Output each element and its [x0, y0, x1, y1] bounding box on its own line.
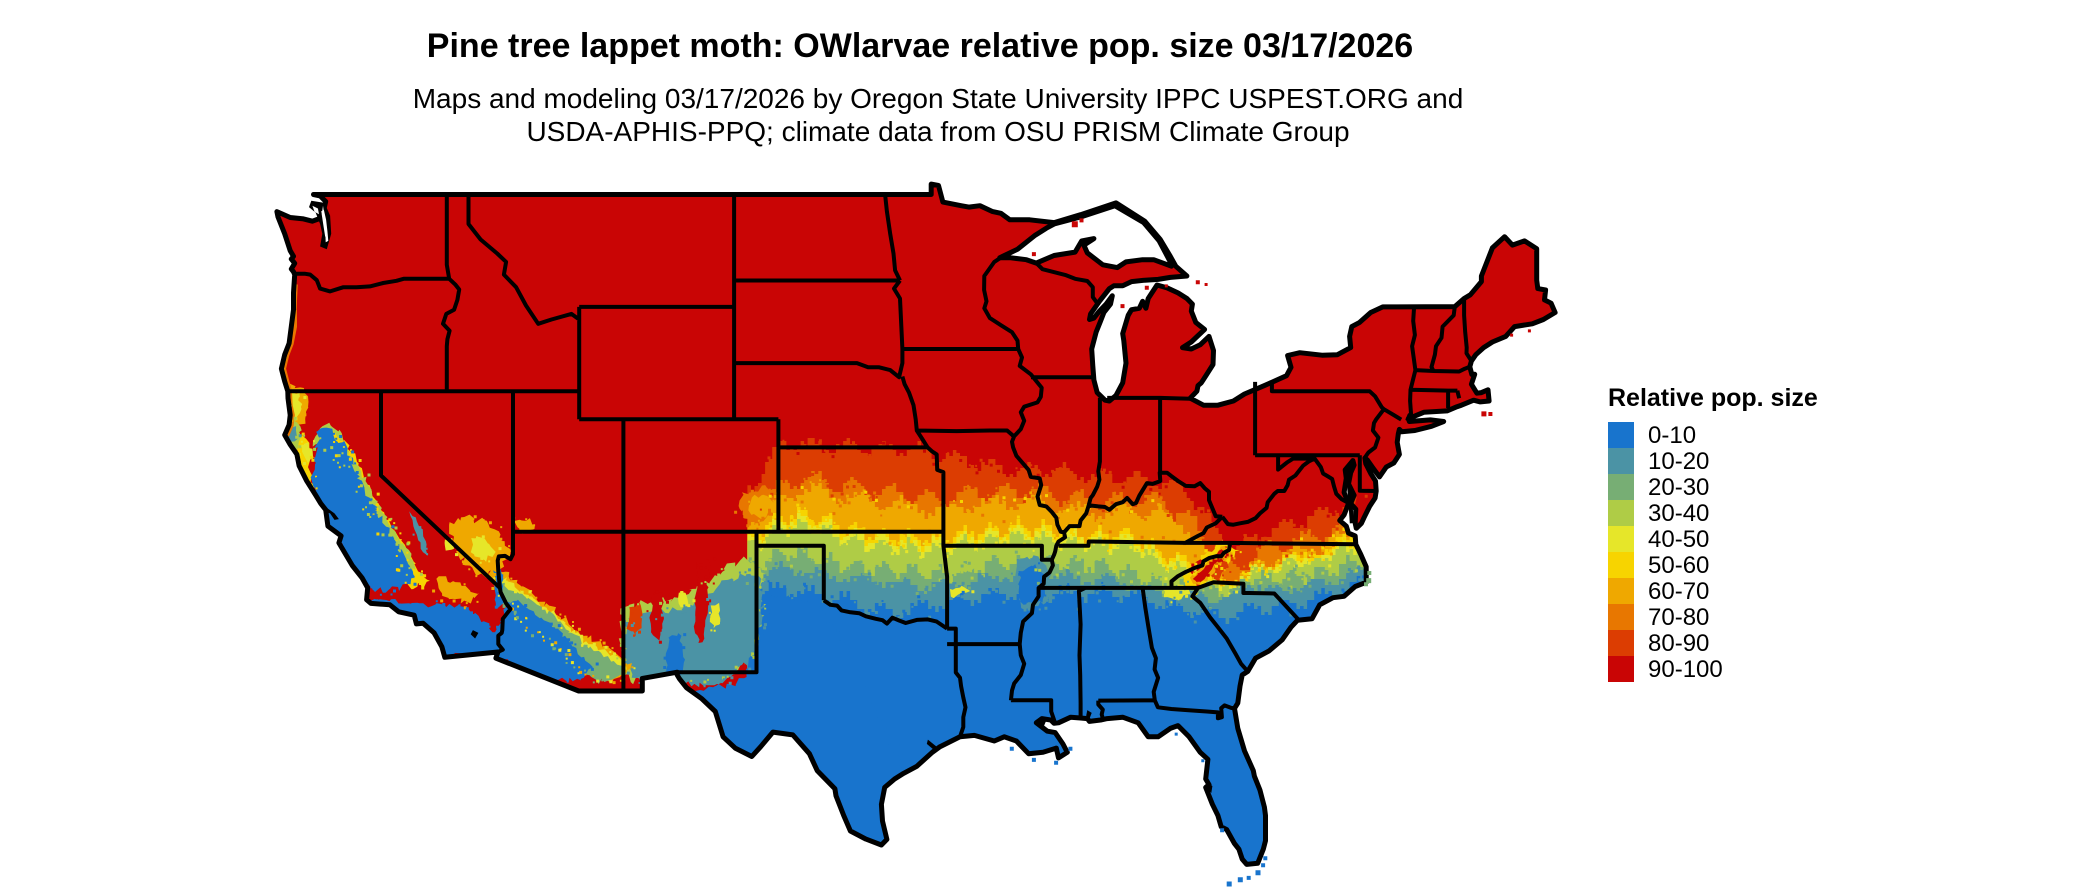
svg-text:Relative pop. size: Relative pop. size	[1608, 384, 1818, 412]
svg-text:70-80: 70-80	[1648, 604, 1709, 631]
svg-text:30-40: 30-40	[1648, 500, 1709, 527]
svg-text:50-60: 50-60	[1648, 552, 1709, 579]
svg-text:10-20: 10-20	[1648, 448, 1709, 475]
svg-text:80-90: 80-90	[1648, 630, 1709, 657]
svg-text:60-70: 60-70	[1648, 578, 1709, 605]
svg-text:90-100: 90-100	[1648, 656, 1723, 683]
svg-text:20-30: 20-30	[1648, 474, 1709, 501]
svg-text:Maps and modeling 03/17/2026 b: Maps and modeling 03/17/2026 by Oregon S…	[413, 83, 1464, 114]
svg-text:USDA-APHIS-PPQ; climate data f: USDA-APHIS-PPQ; climate data from OSU PR…	[526, 116, 1349, 147]
svg-text:40-50: 40-50	[1648, 526, 1709, 553]
svg-text:0-10: 0-10	[1648, 422, 1696, 449]
svg-text:Pine tree lappet moth: OWlarva: Pine tree lappet moth: OWlarvae relative…	[427, 27, 1413, 65]
